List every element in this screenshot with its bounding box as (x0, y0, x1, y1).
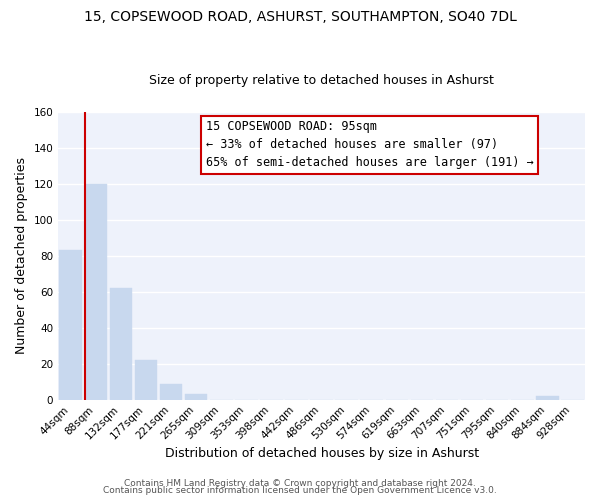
X-axis label: Distribution of detached houses by size in Ashurst: Distribution of detached houses by size … (164, 447, 479, 460)
Bar (160, 384, 182, 400)
Title: Size of property relative to detached houses in Ashurst: Size of property relative to detached ho… (149, 74, 494, 87)
Bar (185, 394, 208, 400)
Bar (134, 360, 157, 400)
Text: 15 COPSEWOOD ROAD: 95sqm
← 33% of detached houses are smaller (97)
65% of semi-d: 15 COPSEWOOD ROAD: 95sqm ← 33% of detach… (206, 120, 533, 170)
Text: 15, COPSEWOOD ROAD, ASHURST, SOUTHAMPTON, SO40 7DL: 15, COPSEWOOD ROAD, ASHURST, SOUTHAMPTON… (83, 10, 517, 24)
Bar (110, 288, 132, 400)
Text: Contains public sector information licensed under the Open Government Licence v3: Contains public sector information licen… (103, 486, 497, 495)
Text: Contains HM Land Registry data © Crown copyright and database right 2024.: Contains HM Land Registry data © Crown c… (124, 478, 476, 488)
Bar (536, 396, 559, 400)
Bar (59, 250, 82, 400)
Y-axis label: Number of detached properties: Number of detached properties (15, 158, 28, 354)
Bar (85, 184, 107, 400)
